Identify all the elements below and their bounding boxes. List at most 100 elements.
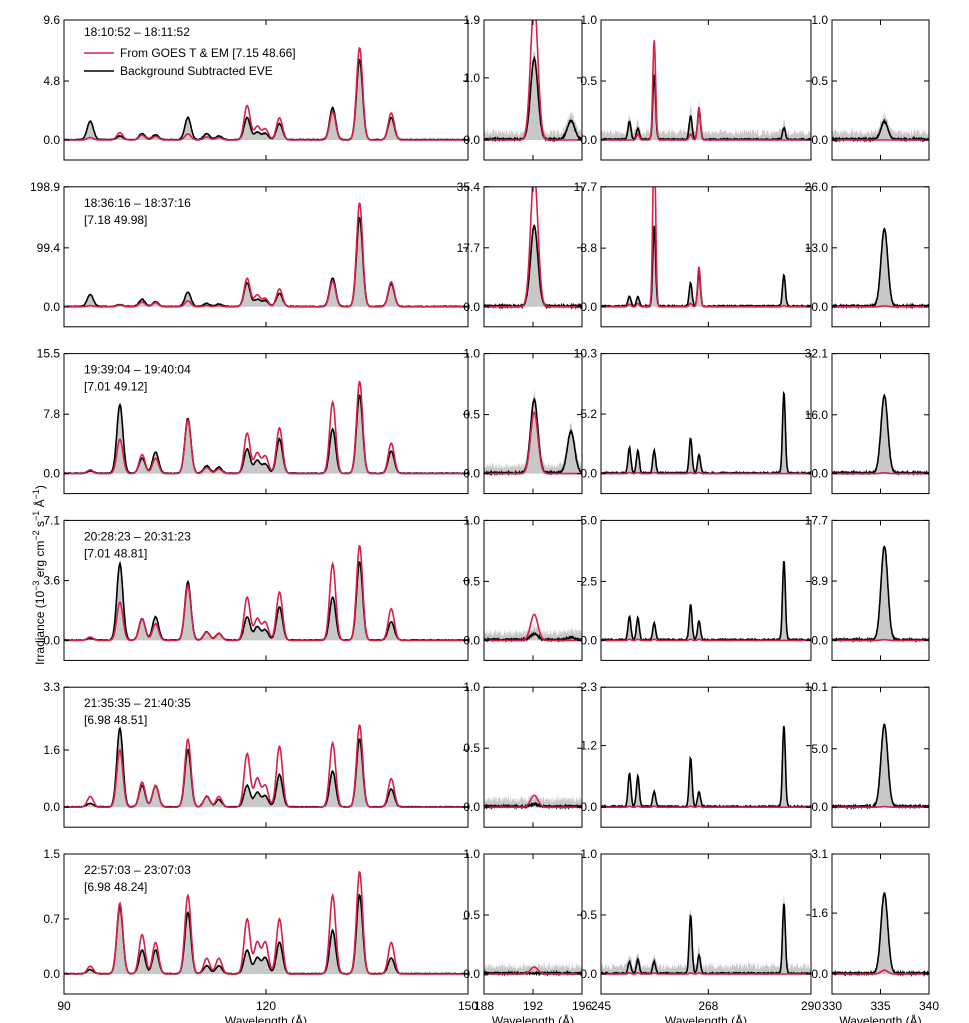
y-tick-label: 1.0 xyxy=(463,71,480,85)
x-axis-title: Wavelength (Å) xyxy=(839,1013,921,1023)
panel-r4-c4: 0.0 8.9 17.7 xyxy=(805,513,930,661)
y-tick-label: 16.0 xyxy=(805,408,829,422)
panel-r2-c2: 0.0 17.7 35.4 xyxy=(457,180,583,328)
panel-plot-r6-c3 xyxy=(601,895,811,976)
y-tick-label: 0.5 xyxy=(463,908,480,922)
uncertainty-band xyxy=(484,388,582,474)
uncertainty-band xyxy=(484,49,582,140)
panel-plot-r1-c2 xyxy=(484,20,582,143)
y-tick-label: 5.0 xyxy=(811,742,828,756)
panel-plot-r2-c3 xyxy=(601,186,811,309)
row-time-label: 21:35:35 – 21:40:35 xyxy=(84,696,191,710)
y-tick-label: 0.0 xyxy=(580,133,597,147)
panel-plot-r5-c2 xyxy=(484,792,582,811)
y-tick-label: 0.0 xyxy=(811,133,828,147)
row-time-label: 20:28:23 – 20:31:23 xyxy=(84,529,191,543)
eve-series-line xyxy=(601,903,811,976)
x-tick-label: 196 xyxy=(572,999,592,1013)
y-tick-label: 0.0 xyxy=(463,300,480,314)
panel-plot-r1-c4 xyxy=(832,110,929,143)
model-series-line xyxy=(832,305,929,308)
y-tick-label: 17.7 xyxy=(574,180,598,194)
panel-plot-r1-c1 xyxy=(64,46,468,141)
panel-r1-c1: 0.0 4.8 9.6 18:10:52 – 18:11:52 xyxy=(43,13,469,161)
panel-plot-r3-c1 xyxy=(64,380,468,475)
y-tick-label: 1.0 xyxy=(463,513,480,527)
uncertainty-band xyxy=(484,224,582,307)
y-tick-label: 1.0 xyxy=(463,680,480,694)
y-tick-label: 0.0 xyxy=(580,633,597,647)
y-tick-label: 0.0 xyxy=(580,800,597,814)
x-tick-label: 330 xyxy=(822,999,842,1013)
y-tick-label: 13.0 xyxy=(805,241,829,255)
panel-r2-c1: 0.0 99.4 198.9 18:36:16 – 18:37:16 [7.18 49.… xyxy=(30,180,469,328)
uncertainty-band xyxy=(64,894,468,974)
panel-r5-c2: 0.0 0.5 1.0 xyxy=(463,680,583,828)
model-series-line xyxy=(64,46,468,141)
y-tick-label: 1.0 xyxy=(463,347,480,361)
row-param-label: [7.01 49.12] xyxy=(84,380,147,394)
y-tick-label: 17.7 xyxy=(457,241,481,255)
model-series-line xyxy=(601,805,811,808)
y-tick-label: 0.0 xyxy=(580,967,597,981)
panel-r3-c1: 0.0 7.8 15.5 19:39:04 – 19:40:04 [7.01 49.12… xyxy=(37,347,469,495)
panel-plot-r5-c3 xyxy=(601,725,811,809)
legend-model-label: From GOES T & EM [7.15 48.66] xyxy=(120,46,296,60)
y-axis-title: Irradiance (10−3 erg cm−2 s−1 Å−1) xyxy=(31,485,47,665)
x-tick-label: 340 xyxy=(919,999,939,1013)
panel-r6-c1: 0.0 0.7 1.5 90 120 150 Wavelength (Å) 22:57:03 … xyxy=(43,847,478,1023)
y-tick-label: 8.8 xyxy=(580,241,597,255)
panel-plot-r2-c2 xyxy=(484,186,582,310)
panel-plot-r4-c2 xyxy=(484,613,582,643)
panel-r1-c4: 0.0 0.5 1.0 xyxy=(811,13,930,161)
row-time-label: 19:39:04 – 19:40:04 xyxy=(84,363,191,377)
panel-grid: 0.0 4.8 9.6 18:10:52 – 18:11:52 0.0 99.4 198.9… xyxy=(30,13,939,1023)
panel-plot-r3-c2 xyxy=(484,388,582,477)
y-tick-label: 5.2 xyxy=(580,407,597,421)
y-tick-label: 0.0 xyxy=(463,633,480,647)
y-tick-label: 0.5 xyxy=(811,74,828,88)
y-tick-label: 0.5 xyxy=(463,574,480,588)
y-tick-label: 198.9 xyxy=(30,180,60,194)
model-series-line xyxy=(832,638,929,642)
y-tick-label: 32.1 xyxy=(805,347,829,361)
model-series-line xyxy=(832,472,929,475)
model-series-line xyxy=(601,971,811,975)
x-axis-title: Wavelength (Å) xyxy=(492,1013,574,1023)
y-tick-label: 7.8 xyxy=(43,407,60,421)
uncertainty-band xyxy=(601,560,811,641)
row-param-label: [7.18 49.98] xyxy=(84,213,147,227)
uncertainty-band xyxy=(601,225,811,307)
panel-plot-r5-c4 xyxy=(832,723,929,810)
panel-r6-c3: 0.0 0.5 1.0 245 268 290 Wavelength (Å) xyxy=(580,847,821,1023)
eve-series-line xyxy=(601,225,811,309)
x-tick-label: 192 xyxy=(523,999,543,1013)
x-tick-label: 150 xyxy=(458,999,478,1013)
uncertainty-band xyxy=(832,110,929,140)
x-tick-label: 245 xyxy=(591,999,611,1013)
y-tick-label: 3.3 xyxy=(43,680,60,694)
model-series-line xyxy=(601,186,811,308)
y-tick-label: 5.0 xyxy=(580,513,597,527)
y-tick-label: 1.6 xyxy=(811,906,828,920)
panel-r3-c3: 0.0 5.2 10.3 xyxy=(574,347,812,495)
y-tick-label: 0.0 xyxy=(43,133,60,147)
uncertainty-band xyxy=(601,895,811,974)
eve-series-line xyxy=(64,216,468,308)
y-tick-label: 1.0 xyxy=(580,847,597,861)
uncertainty-band xyxy=(484,792,582,808)
x-tick-label: 268 xyxy=(698,999,718,1013)
x-tick-label: 335 xyxy=(870,999,890,1013)
panel-plot-r5-c1 xyxy=(64,724,468,809)
panel-r4-c2: 0.0 0.5 1.0 xyxy=(463,513,583,661)
x-tick-label: 90 xyxy=(57,999,71,1013)
panel-plot-r1-c3 xyxy=(601,40,811,142)
y-tick-label: 0.0 xyxy=(43,633,60,647)
model-series-line xyxy=(64,870,468,975)
model-series-line xyxy=(832,969,929,975)
y-tick-label: 0.0 xyxy=(43,800,60,814)
panel-plot-r4-c1 xyxy=(64,544,468,642)
